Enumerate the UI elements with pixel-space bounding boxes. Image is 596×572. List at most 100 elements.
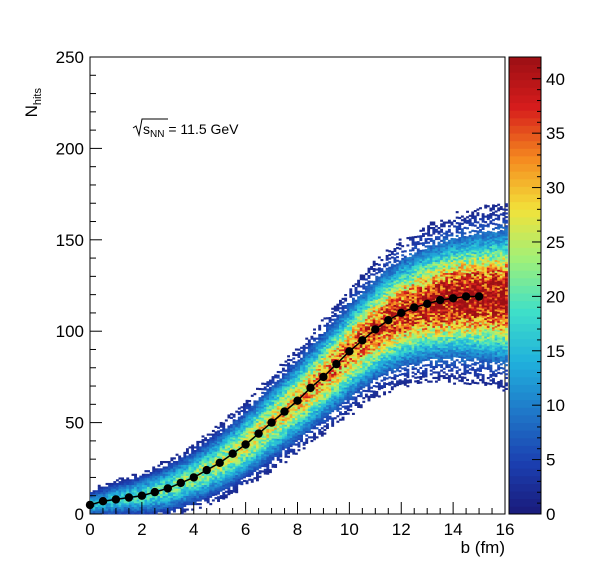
heatmap-cell xyxy=(243,470,246,473)
heatmap-cell xyxy=(274,432,278,436)
heatmap-cell xyxy=(136,510,140,513)
heatmap-cell xyxy=(377,318,381,321)
heatmap-cell xyxy=(256,404,259,407)
heatmap-cell xyxy=(362,373,366,376)
heatmap-cell xyxy=(268,416,272,419)
heatmap-cell xyxy=(359,347,363,350)
heatmap-cell xyxy=(320,416,324,419)
heatmap-cell xyxy=(372,348,376,351)
heatmap-cell xyxy=(318,423,322,426)
heatmap-cell xyxy=(396,341,399,345)
heatmap-cell xyxy=(206,501,210,504)
heatmap-cell xyxy=(224,481,228,484)
heatmap-cell xyxy=(383,338,386,341)
heatmap-cell xyxy=(383,351,386,354)
heatmap-cell xyxy=(294,414,298,417)
heatmap-cell xyxy=(266,470,270,473)
heatmap-cell xyxy=(349,291,353,295)
heatmap-cell xyxy=(235,480,239,483)
heatmap-cell xyxy=(310,403,314,406)
heatmap-cell xyxy=(357,290,361,293)
heatmap-cell xyxy=(170,481,174,484)
heatmap-cell xyxy=(178,462,182,465)
heatmap-cell xyxy=(219,443,223,447)
heatmap-cell xyxy=(160,508,163,511)
heatmap-cell xyxy=(377,338,381,341)
heatmap-cell xyxy=(284,437,288,440)
heatmap-cell xyxy=(341,336,345,339)
heatmap-cell xyxy=(227,445,231,448)
heatmap-cell xyxy=(351,303,355,306)
heatmap-cell xyxy=(302,414,306,417)
heatmap-cell xyxy=(237,429,241,432)
heatmap-cell xyxy=(276,413,280,416)
heatmap-cell xyxy=(201,451,205,454)
heatmap-cell xyxy=(268,452,272,455)
heatmap-cell xyxy=(188,482,192,486)
heatmap-cell xyxy=(388,283,392,286)
heatmap-cell xyxy=(141,506,145,509)
heatmap-cell xyxy=(113,510,117,513)
heatmap-cell xyxy=(339,393,342,396)
heatmap-cell xyxy=(263,417,267,420)
heatmap-cell xyxy=(354,299,358,302)
heatmap-cell xyxy=(292,381,296,384)
heatmap-cell xyxy=(240,457,244,460)
heatmap-cell xyxy=(147,499,150,502)
heatmap-cell xyxy=(105,488,109,491)
heatmap-cell xyxy=(183,468,187,471)
heatmap-cell xyxy=(349,396,353,399)
heatmap-cell xyxy=(276,438,280,441)
heatmap-cell xyxy=(147,512,150,515)
heatmap-cell xyxy=(341,305,345,308)
heatmap-cell xyxy=(383,294,386,297)
heatmap-cell xyxy=(183,459,187,462)
heatmap-cell xyxy=(248,442,252,445)
heatmap-cell xyxy=(349,323,353,326)
heatmap-cell xyxy=(183,510,187,513)
heatmap-cell xyxy=(196,444,200,447)
heatmap-cell xyxy=(170,457,174,460)
heatmap-cell xyxy=(183,492,187,495)
heatmap-cell xyxy=(362,366,366,369)
heatmap-cell xyxy=(188,466,192,469)
heatmap-cell xyxy=(185,477,189,480)
heatmap-cell xyxy=(372,284,376,287)
heatmap-cell xyxy=(250,466,254,469)
heatmap-cell xyxy=(318,432,322,435)
heatmap-cell xyxy=(284,446,288,449)
heatmap-cell xyxy=(396,303,399,306)
heatmap-cell xyxy=(276,447,280,450)
heatmap-cell xyxy=(284,364,288,367)
heatmap-cell xyxy=(227,489,231,492)
heatmap-cell xyxy=(388,361,392,364)
heatmap-cell xyxy=(136,488,140,491)
heatmap-cell xyxy=(250,464,254,467)
heatmap-cell xyxy=(248,431,252,434)
heatmap-cell xyxy=(390,364,394,367)
heatmap-cell xyxy=(224,472,228,475)
heatmap-cell xyxy=(191,499,195,502)
heatmap-cell xyxy=(359,296,363,299)
heatmap-cell xyxy=(385,289,389,292)
heatmap-cell xyxy=(217,472,220,475)
heatmap-cell xyxy=(357,382,361,385)
heatmap-cell xyxy=(359,353,363,356)
heatmap-cell xyxy=(349,387,353,390)
heatmap-cell xyxy=(375,367,379,370)
heatmap-cell xyxy=(128,501,132,504)
heatmap-cell xyxy=(300,412,303,415)
heatmap-cell xyxy=(178,495,182,498)
heatmap-cell xyxy=(380,343,384,346)
heatmap-cell xyxy=(214,453,218,456)
heatmap-cell xyxy=(279,429,283,432)
heatmap-cell xyxy=(323,353,327,357)
heatmap-cell xyxy=(206,486,210,489)
heatmap-cell xyxy=(388,284,392,288)
heatmap-cell xyxy=(198,479,202,482)
heatmap-cell xyxy=(175,466,179,469)
heatmap-cell xyxy=(240,440,244,444)
heatmap-cell xyxy=(154,501,158,504)
heatmap-cell xyxy=(344,378,348,381)
heatmap-cell xyxy=(349,288,353,291)
